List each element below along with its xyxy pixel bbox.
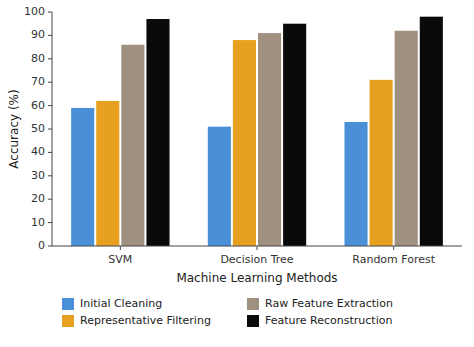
bar (395, 31, 418, 246)
y-tick-label: 10 (31, 216, 45, 229)
x-tick (257, 246, 258, 250)
legend-label: Feature Reconstruction (265, 314, 392, 327)
x-tick (393, 246, 394, 250)
bar (146, 19, 169, 246)
bar (121, 45, 144, 246)
y-tick-label: 50 (31, 122, 45, 135)
bar (96, 101, 119, 246)
y-tick (48, 12, 52, 13)
y-tick (48, 105, 52, 106)
y-tick (48, 175, 52, 176)
y-tick (48, 222, 52, 223)
bar (283, 24, 306, 246)
y-tick-label: 20 (31, 192, 45, 205)
y-tick (48, 35, 52, 36)
y-tick (48, 82, 52, 83)
x-tick-label: SVM (108, 253, 132, 266)
y-tick-label: 60 (31, 99, 45, 112)
legend-swatch (247, 315, 259, 327)
y-axis-label: Accuracy (%) (7, 89, 21, 168)
legend: Initial Cleaning Representative Filtering… (62, 297, 393, 327)
bar (420, 17, 443, 246)
x-tick-label: Random Forest (352, 253, 435, 266)
y-tick (48, 129, 52, 130)
x-tick-label: Decision Tree (220, 253, 293, 266)
bar (208, 127, 231, 246)
legend-label: Raw Feature Extraction (265, 297, 393, 310)
y-tick (48, 58, 52, 59)
legend-swatch (247, 298, 259, 310)
y-tick-label: 70 (31, 75, 45, 88)
bar (71, 108, 94, 246)
y-tick (48, 246, 52, 247)
bar (258, 33, 281, 246)
y-tick-label: 0 (38, 239, 45, 252)
chart: 0 10 20 30 40 50 60 70 80 90 100 SVM Decision Tree Ra… (0, 0, 474, 347)
y-tick-label: 80 (31, 52, 45, 65)
y-tick-label: 30 (31, 169, 45, 182)
legend-label: Initial Cleaning (80, 297, 162, 310)
bar (344, 122, 367, 246)
bars (71, 17, 443, 246)
x-axis-label: Machine Learning Methods (176, 271, 337, 285)
y-tick-label: 100 (24, 5, 45, 18)
x-tick (120, 246, 121, 250)
y-tick-label: 40 (31, 145, 45, 158)
y-tick (48, 152, 52, 153)
legend-swatch (62, 298, 74, 310)
legend-label: Representative Filtering (80, 314, 211, 327)
bar (233, 40, 256, 246)
y-tick-label: 90 (31, 28, 45, 41)
legend-swatch (62, 315, 74, 327)
bar (370, 80, 393, 246)
y-tick (48, 199, 52, 200)
